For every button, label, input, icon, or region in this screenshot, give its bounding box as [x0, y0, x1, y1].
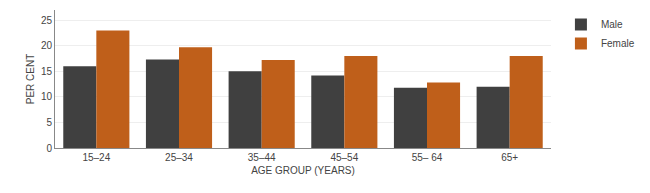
- svg-text:45–54: 45–54: [330, 152, 358, 163]
- svg-text:Female: Female: [601, 38, 635, 49]
- svg-text:25: 25: [41, 15, 53, 26]
- svg-text:55– 64: 55– 64: [412, 152, 443, 163]
- svg-text:10: 10: [41, 91, 53, 102]
- svg-text:15: 15: [41, 66, 53, 77]
- svg-text:5: 5: [46, 117, 52, 128]
- svg-text:Male: Male: [601, 19, 623, 30]
- svg-text:15–24: 15–24: [82, 152, 110, 163]
- svg-text:20: 20: [41, 40, 53, 51]
- svg-text:65+: 65+: [501, 152, 518, 163]
- svg-text:25–34: 25–34: [165, 152, 193, 163]
- svg-text:PER CENT: PER CENT: [25, 54, 36, 105]
- svg-text:35–44: 35–44: [248, 152, 276, 163]
- svg-text:0: 0: [46, 143, 52, 154]
- svg-text:AGE GROUP (YEARS): AGE GROUP (YEARS): [251, 165, 355, 176]
